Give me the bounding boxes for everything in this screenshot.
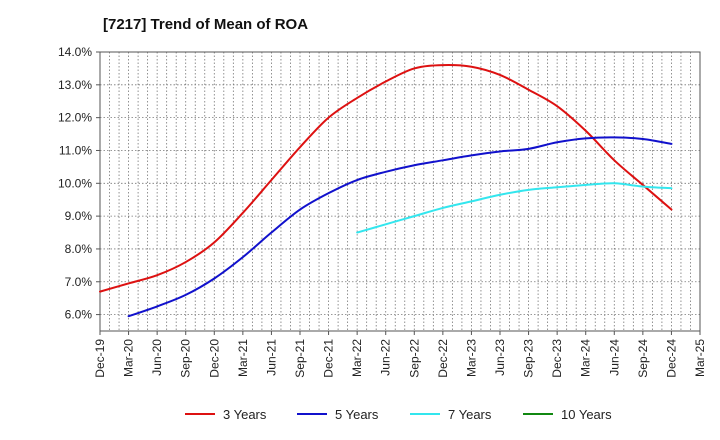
y-tick-label: 12.0% (58, 111, 92, 125)
x-tick-label: Jun-22 (379, 339, 393, 376)
x-tick-label: Sep-22 (407, 339, 421, 378)
x-tick-label: Jun-21 (264, 339, 278, 376)
legend-label-3-years: 3 Years (223, 407, 267, 422)
x-tick-label: Mar-24 (579, 339, 593, 377)
series-line-3-years (99, 64, 673, 293)
x-tick-label: Sep-24 (636, 339, 650, 378)
y-tick-label: 9.0% (65, 209, 93, 223)
legend-label-7-years: 7 Years (448, 407, 492, 422)
legend-label-5-years: 5 Years (335, 407, 379, 422)
x-tick-label: Dec-20 (207, 339, 221, 378)
chart-title: [7217] Trend of Mean of ROA (103, 16, 308, 33)
x-tick-label: Sep-23 (522, 339, 536, 378)
x-tick-label: Dec-19 (93, 339, 107, 378)
x-tick-label: Mar-22 (350, 339, 364, 377)
grid (100, 51, 700, 331)
y-tick-label: 11.0% (59, 143, 92, 157)
series-line-7-years (356, 182, 673, 234)
y-axis-ticks: 6.0% 7.0% 8.0% 9.0% 10.0% 11.0% 12.0% 13.0% 14.0… (58, 45, 100, 322)
x-tick-label: Mar-20 (122, 339, 136, 377)
y-tick-label: 7.0% (65, 275, 93, 289)
series-line-5-years (127, 136, 673, 318)
x-tick-label: Mar-21 (236, 339, 250, 377)
x-tick-label: Sep-21 (293, 339, 307, 378)
x-tick-label: Mar-23 (464, 339, 478, 377)
y-tick-label: 8.0% (65, 242, 93, 256)
x-tick-label: Jun-20 (150, 339, 164, 376)
y-tick-label: 14.0% (58, 45, 92, 59)
y-tick-label: 6.0% (65, 308, 93, 322)
x-tick-label: Dec-21 (322, 339, 336, 378)
legend-label-10-years: 10 Years (561, 407, 612, 422)
y-tick-label: 13.0% (58, 78, 92, 92)
x-tick-label: Jun-24 (607, 339, 621, 376)
plot-frame (99, 51, 701, 332)
x-axis-ticks: Dec-19 Mar-20 Jun-20 Sep-20 Dec-20 Mar-21 Jun-… (93, 331, 707, 378)
x-tick-label: Dec-22 (436, 339, 450, 378)
x-tick-label: Dec-24 (664, 339, 678, 378)
x-tick-label: Jun-23 (493, 339, 507, 376)
y-tick-label: 10.0% (58, 176, 92, 190)
series-lines (99, 64, 673, 318)
x-tick-label: Dec-23 (550, 339, 564, 378)
legend: 3 Years 5 Years 7 Years 10 Years (185, 407, 612, 422)
x-tick-label: Sep-20 (179, 339, 193, 378)
x-tick-label: Mar-25 (693, 339, 707, 377)
